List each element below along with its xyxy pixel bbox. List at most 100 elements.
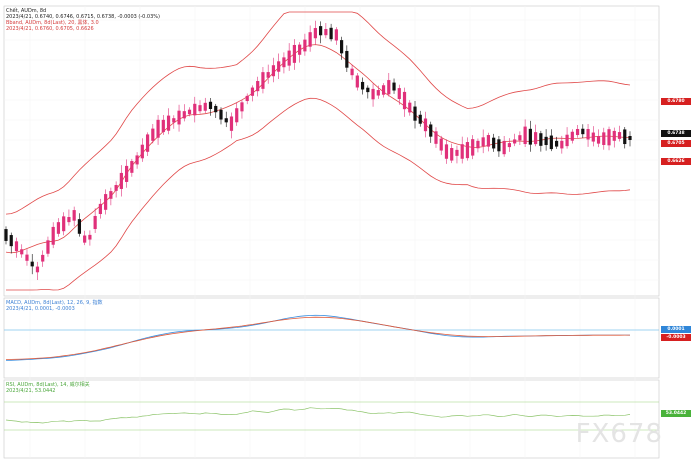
candle-body	[303, 39, 307, 52]
candle-body	[523, 126, 527, 145]
candle-body	[145, 134, 150, 152]
candle-body	[476, 140, 480, 149]
candle-body	[565, 134, 569, 147]
legend-line: Chết, AUDm, 8d	[6, 8, 47, 14]
candle-body	[119, 172, 123, 189]
candle-body	[502, 140, 506, 155]
candle-body	[9, 235, 13, 247]
candle-body	[439, 138, 443, 151]
candle-body	[41, 254, 45, 262]
price-tag-last: 0.6738	[661, 130, 691, 137]
candle-body	[51, 226, 55, 245]
candle-body	[560, 140, 564, 149]
candle-body	[166, 115, 171, 131]
candle-body	[366, 87, 370, 93]
candle-body	[151, 128, 155, 141]
candle-body	[125, 165, 129, 182]
main-pane-frame	[3, 5, 660, 297]
candle-body	[161, 119, 165, 133]
candle-body	[355, 75, 359, 88]
candle-body	[35, 266, 40, 273]
price-tag-lower-band: 0.6626	[661, 158, 691, 165]
candle-body	[518, 135, 522, 141]
candle-body	[570, 131, 574, 141]
candle-body	[392, 82, 396, 91]
candle-body	[324, 29, 328, 36]
candle-body	[492, 137, 496, 149]
legend-line: Bband, AUDm, 8d(Last), 20, 黑体, 3.0	[6, 20, 99, 26]
candle-body	[4, 229, 8, 241]
candle-body	[235, 108, 239, 123]
candle-body	[140, 144, 144, 159]
rsi-pane-frame	[3, 379, 660, 459]
candle-body	[198, 105, 202, 112]
legend-line: 2023/4/21, 0.6760, 0.6705, 0.6626	[6, 26, 94, 32]
candle-body	[376, 90, 380, 96]
candle-body	[245, 95, 249, 102]
candle-body	[46, 240, 50, 254]
candle-body	[402, 91, 407, 110]
candle-body	[544, 136, 548, 146]
candle-body	[20, 249, 24, 255]
candle-body	[397, 88, 401, 99]
candle-body	[271, 65, 276, 77]
candle-body	[513, 139, 517, 144]
candle-body	[539, 133, 543, 146]
candle-body	[607, 129, 611, 146]
candle-body	[313, 28, 317, 39]
candle-body	[77, 219, 82, 234]
candle-body	[83, 235, 87, 243]
candle-body	[277, 61, 281, 72]
candle-body	[256, 81, 260, 92]
macd-lines	[4, 314, 659, 361]
candle-body	[591, 132, 595, 142]
candlesticks	[4, 20, 632, 281]
lower-band-line	[6, 97, 631, 291]
candle-body	[486, 135, 491, 147]
watermark-logo: FX678	[575, 419, 663, 449]
candle-body	[177, 110, 181, 125]
candle-body	[287, 50, 291, 66]
grid-lines	[4, 6, 659, 458]
legend-line: 2023/4/21, 0.0001, -0.0003	[6, 306, 75, 312]
candle-body	[182, 111, 186, 119]
candle-body	[261, 72, 265, 89]
candle-body	[334, 29, 338, 41]
candle-body	[98, 203, 102, 215]
upper-band-line	[5, 11, 631, 215]
candle-body	[214, 105, 218, 113]
candle-body	[130, 161, 134, 173]
rsi-line	[4, 401, 659, 431]
price-tag-rsi: 53.0442	[661, 410, 691, 417]
candle-body	[62, 216, 66, 232]
macd-pane-legend: MACD, AUDm, 8d(Last), 12, 26, 9, 指数 2023…	[6, 300, 102, 312]
candle-body	[623, 129, 627, 145]
candle-body	[387, 80, 391, 95]
candle-body	[250, 87, 255, 96]
candle-body	[88, 234, 92, 240]
candle-body	[434, 131, 438, 144]
macd-pane-frame	[3, 297, 660, 379]
candle-body	[586, 129, 590, 140]
candle-body	[193, 103, 197, 116]
candle-body	[172, 118, 176, 123]
candle-body	[329, 27, 333, 40]
candle-body	[460, 144, 464, 159]
candle-body	[67, 217, 71, 223]
candle-body	[104, 194, 108, 210]
candle-body	[628, 135, 632, 141]
candle-body	[617, 132, 622, 139]
candle-body	[56, 222, 61, 234]
candle-body	[418, 114, 422, 124]
candle-body	[534, 132, 538, 145]
candle-body	[408, 102, 412, 113]
candle-body	[381, 85, 386, 95]
candle-body	[229, 116, 234, 131]
legend-line: 2023/4/21, 0.6740, 0.6746, 0.6715, 0.673…	[6, 14, 160, 20]
candle-body	[319, 26, 323, 36]
signal-line	[5, 316, 630, 360]
candle-body	[25, 254, 29, 261]
candle-body	[360, 81, 365, 90]
